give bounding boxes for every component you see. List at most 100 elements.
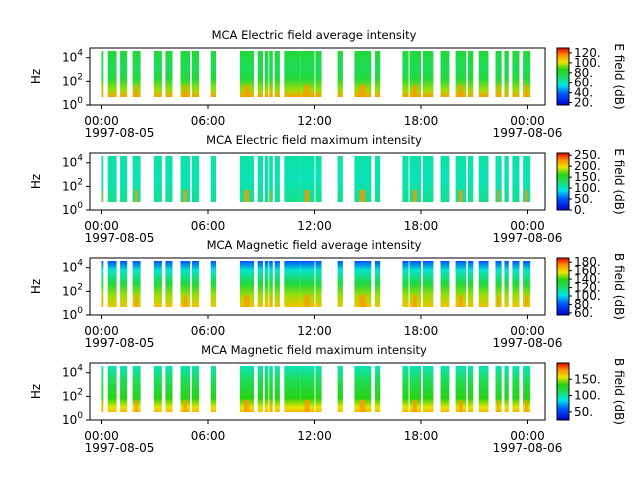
data-hotspot [497, 190, 500, 202]
panel-3: MCA Magnetic field average intensity 100 1… [29, 238, 626, 350]
data-strip [180, 156, 191, 202]
colorbar-tick-label: 100. [574, 289, 601, 303]
data-strip [523, 366, 531, 412]
data-hotspot [183, 85, 187, 97]
data-strip [315, 51, 322, 97]
data-strip [512, 51, 520, 97]
data-strip [165, 261, 173, 307]
data-hotspot [102, 400, 103, 412]
data-strip [422, 261, 434, 307]
data-strip [374, 261, 381, 307]
data-strip [337, 261, 343, 307]
data-hotspot [525, 85, 528, 97]
spectrogram [101, 261, 531, 307]
colorbar [556, 47, 570, 106]
panel-title: MCA Electric field maximum intensity [206, 133, 422, 147]
data-strip [504, 261, 509, 307]
data-strip [402, 366, 409, 412]
data-strip [180, 366, 191, 412]
colorbar-tick-label: 100. [574, 56, 601, 70]
data-hotspot [359, 295, 366, 307]
x-tick-label: 00:00 [84, 219, 119, 233]
data-strip [315, 261, 322, 307]
data-strip [455, 261, 467, 307]
data-strip [523, 51, 531, 97]
data-strip [478, 261, 489, 307]
data-hotspot [525, 295, 528, 307]
colorbar-tick-label: 120. [574, 46, 601, 60]
y-tick-label: 102 [62, 282, 83, 298]
y-tick-label: 104 [62, 259, 83, 275]
data-hotspot [270, 295, 272, 307]
data-hotspot [270, 190, 272, 202]
panel-1: MCA Electric field average intensity1001… [29, 28, 626, 140]
x-date-label: 1997-08-06 [493, 231, 563, 245]
data-strip [409, 366, 421, 412]
data-strip [422, 51, 434, 97]
data-strip [269, 261, 273, 307]
data-hotspot [458, 295, 463, 307]
data-hotspot [183, 295, 187, 307]
data-hotspot [497, 295, 500, 307]
x-tick-label: 12:00 [297, 219, 332, 233]
data-strip [239, 261, 255, 307]
data-strip [468, 261, 474, 307]
x-tick-label: 18:00 [404, 219, 439, 233]
y-axis-label: Hz [29, 69, 43, 84]
data-strip [284, 51, 301, 97]
data-hotspot [102, 295, 103, 307]
data-strip [409, 51, 421, 97]
data-strip [165, 366, 173, 412]
x-tick-label: 00:00 [510, 429, 545, 443]
data-strip [402, 156, 409, 202]
data-strip [440, 261, 450, 307]
y-tick-label: 100 [62, 306, 83, 322]
data-strip [264, 51, 269, 97]
data-hotspot [304, 295, 310, 307]
data-hotspot [497, 400, 500, 412]
data-hotspot [525, 400, 528, 412]
data-strip [107, 261, 117, 307]
data-strip [120, 156, 128, 202]
x-date-label: 1997-08-06 [493, 336, 563, 350]
y-axis-label: Hz [29, 384, 43, 399]
data-strip [107, 51, 117, 97]
data-strip [269, 51, 273, 97]
colorbar [556, 362, 570, 421]
x-tick-label: 00:00 [84, 429, 119, 443]
colorbar-tick-label: 60. [574, 76, 593, 90]
data-strip [120, 261, 128, 307]
data-strip [409, 261, 421, 307]
data-strip [153, 51, 162, 97]
x-tick-label: 12:00 [297, 324, 332, 338]
data-strip [107, 156, 117, 202]
data-strip [300, 366, 315, 412]
data-strip [132, 156, 141, 202]
panel-title: MCA Electric field average intensity [212, 28, 417, 42]
data-strip [455, 51, 467, 97]
data-strip [495, 156, 502, 202]
x-date-label: 1997-08-06 [493, 441, 563, 455]
data-strip [315, 156, 322, 202]
x-tick-label: 00:00 [510, 324, 545, 338]
colorbar [556, 257, 570, 316]
data-strip [504, 156, 509, 202]
data-strip [374, 156, 381, 202]
x-tick-label: 12:00 [297, 114, 332, 128]
data-strip [101, 366, 104, 412]
colorbar-tick-label: 100. [574, 181, 601, 195]
panel-title: MCA Magnetic field average intensity [207, 238, 422, 252]
data-strip [300, 51, 315, 97]
data-strip [269, 156, 273, 202]
colorbar-tick-label: 120. [574, 281, 601, 295]
colorbar-tick-label: 140. [574, 272, 601, 286]
x-tick-label: 06:00 [191, 114, 226, 128]
data-strip [495, 366, 502, 412]
data-strip [274, 366, 280, 412]
data-strip [478, 51, 489, 97]
data-strip [264, 366, 269, 412]
data-strip [132, 51, 141, 97]
data-strip [300, 156, 315, 202]
x-tick-label: 00:00 [510, 219, 545, 233]
y-tick-label: 104 [62, 49, 83, 65]
